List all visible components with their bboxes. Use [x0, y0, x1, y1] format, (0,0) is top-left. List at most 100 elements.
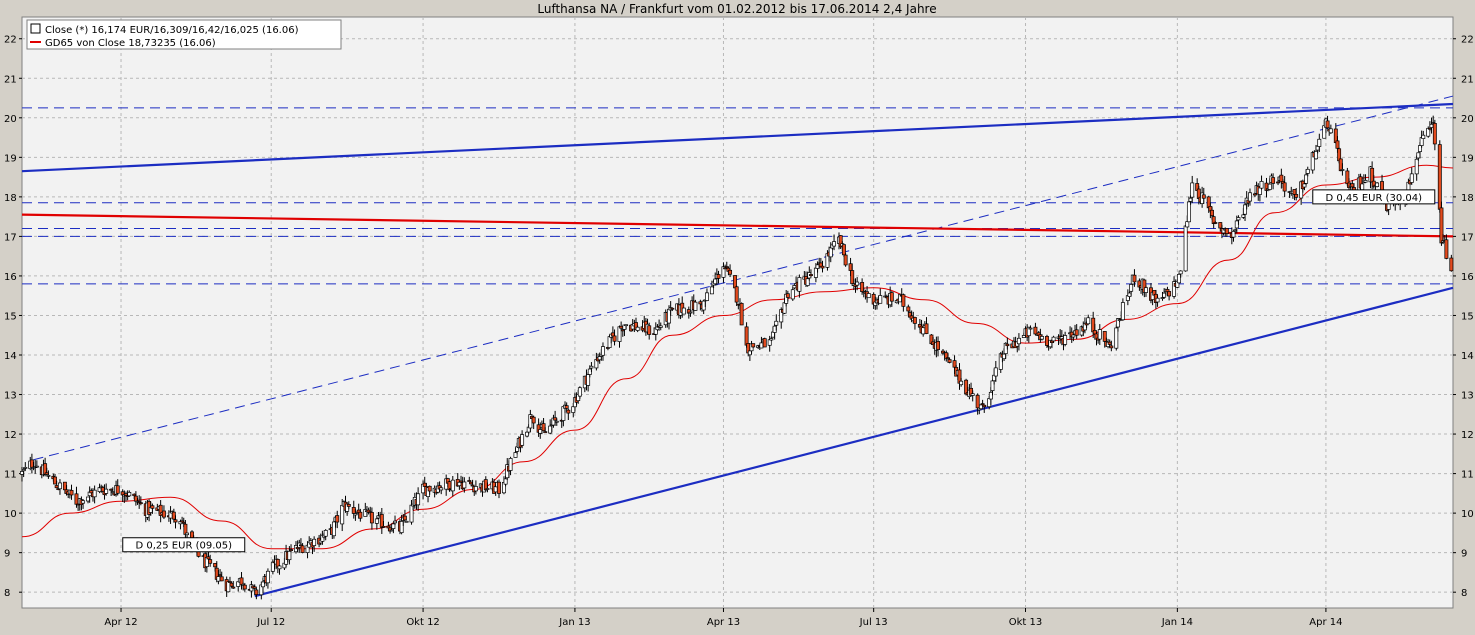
candle-body	[219, 576, 224, 582]
candle-body	[964, 379, 969, 395]
candle	[381, 521, 386, 528]
candle	[53, 473, 57, 485]
candle	[982, 404, 987, 413]
candle-body	[473, 486, 478, 492]
y-axis-right: 8 9 10 11 12 13 14 15 16 17 18 19 20 21 22	[1453, 35, 1474, 599]
candle-body	[54, 485, 59, 489]
grid-lines	[22, 17, 1453, 608]
candle-body	[1162, 292, 1167, 298]
candle-body	[459, 480, 463, 483]
candle	[158, 500, 163, 523]
candle	[947, 357, 952, 364]
candle	[733, 275, 737, 289]
candle-body	[782, 302, 787, 314]
candle-body	[701, 300, 706, 311]
candle-body	[805, 278, 810, 286]
candle-body	[1340, 169, 1345, 171]
candle	[924, 317, 929, 335]
candle	[1224, 228, 1229, 237]
candle-body	[1016, 337, 1021, 345]
candle	[242, 582, 247, 592]
candle-body	[1294, 194, 1299, 198]
candle-body	[670, 307, 675, 310]
candle	[790, 286, 795, 301]
y-tick-label: 22	[4, 35, 17, 46]
candle	[589, 362, 594, 372]
candle-body	[724, 266, 729, 268]
y-tick-label: 19	[1461, 153, 1474, 164]
candle-body	[58, 482, 62, 490]
x-tick-label: Jan 13	[558, 617, 590, 628]
candle	[670, 307, 675, 312]
candle-body	[331, 521, 336, 537]
candle	[473, 480, 478, 495]
candle-body	[553, 417, 558, 421]
candle-body	[416, 493, 421, 506]
candle	[1444, 234, 1449, 260]
candle	[1449, 254, 1454, 272]
candle-body	[658, 325, 663, 328]
y-tick-label: 14	[1461, 351, 1474, 362]
candle-body	[213, 563, 218, 568]
candle-body	[1026, 326, 1031, 337]
candle-body	[242, 584, 247, 590]
candle-body	[1092, 330, 1097, 335]
candle	[404, 520, 409, 523]
candle	[1129, 284, 1134, 296]
candle-body	[1437, 144, 1442, 210]
candle	[23, 462, 28, 471]
candle	[1026, 326, 1031, 343]
y-tick-label: 19	[4, 153, 17, 164]
candle	[34, 460, 39, 468]
candle-body	[110, 491, 115, 493]
candle	[467, 476, 472, 482]
y-tick-label: 13	[4, 391, 17, 402]
candle-body	[312, 538, 317, 546]
candle-body	[1292, 189, 1297, 195]
candle-body	[723, 267, 728, 270]
y-tick-label: 12	[1461, 430, 1474, 441]
y-tick-label: 21	[1461, 74, 1474, 85]
candle-body	[866, 293, 871, 299]
candle	[658, 322, 663, 331]
candle	[808, 269, 813, 278]
candle	[1074, 324, 1079, 340]
candle	[878, 288, 883, 304]
candle	[254, 587, 259, 600]
candle	[346, 501, 351, 510]
candle-body	[747, 350, 752, 356]
candle-body	[843, 254, 848, 266]
trendlines	[21, 95, 1454, 598]
candle-body	[561, 406, 566, 421]
candle-body	[531, 416, 536, 424]
candle-body	[543, 431, 548, 433]
candle	[1167, 291, 1172, 301]
legend: Close (*) 16,174 EUR/16,309/16,42/16,025…	[26, 19, 342, 50]
candle-body	[450, 479, 455, 492]
candle-body	[229, 582, 234, 587]
candle	[624, 324, 629, 330]
candle	[1328, 124, 1333, 134]
candle-body	[1005, 343, 1010, 347]
candle-body	[564, 405, 569, 409]
candle-body	[1115, 318, 1120, 328]
candle-body	[21, 469, 26, 472]
candle-body	[734, 286, 739, 303]
dividend-annotation: D 0,45 EUR (30.04)	[1312, 189, 1436, 205]
candle-body	[619, 325, 624, 329]
candle	[912, 316, 917, 330]
legend-ma-label: GD65 von Close 18,73235 (16.06)	[45, 38, 216, 49]
candle-body	[705, 292, 709, 301]
candle	[219, 571, 224, 582]
candle-body	[979, 404, 983, 410]
candle-body	[457, 481, 462, 487]
candle-body	[1360, 183, 1365, 191]
candle-body	[1328, 128, 1333, 134]
candle	[231, 581, 236, 589]
candle	[265, 568, 270, 589]
candle-body	[921, 327, 926, 335]
candle-body	[1345, 170, 1350, 185]
candle	[402, 509, 407, 523]
candle	[1132, 269, 1137, 287]
